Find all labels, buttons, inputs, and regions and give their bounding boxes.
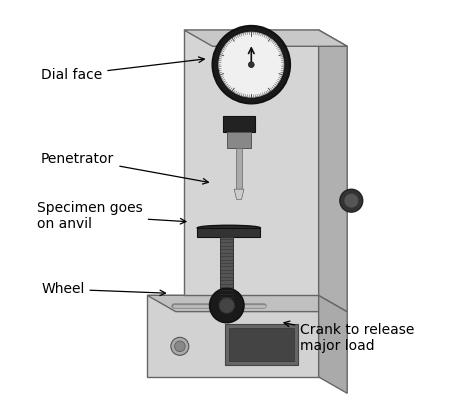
Circle shape (210, 289, 244, 323)
Text: Wheel: Wheel (41, 282, 165, 296)
Polygon shape (319, 296, 347, 393)
Text: Crank to release
major load: Crank to release major load (284, 321, 415, 353)
Circle shape (248, 62, 254, 67)
Bar (227, 132, 251, 148)
Bar (229, 328, 294, 360)
Circle shape (344, 193, 359, 208)
Polygon shape (234, 189, 244, 199)
Bar (147, 296, 319, 377)
Circle shape (340, 189, 363, 212)
Bar (184, 30, 319, 296)
Circle shape (174, 341, 185, 352)
Bar (220, 237, 233, 301)
Bar (197, 228, 261, 237)
Polygon shape (184, 30, 347, 46)
Bar (225, 324, 298, 365)
Polygon shape (319, 30, 347, 312)
Circle shape (219, 32, 284, 97)
Bar (236, 148, 242, 189)
Circle shape (219, 298, 235, 313)
Circle shape (171, 337, 189, 356)
Text: Dial face: Dial face (41, 57, 204, 82)
Ellipse shape (197, 225, 261, 231)
Text: Penetrator: Penetrator (41, 152, 209, 184)
Bar (319, 271, 335, 296)
Bar (223, 115, 255, 132)
Text: Specimen goes
on anvil: Specimen goes on anvil (37, 201, 186, 231)
Circle shape (212, 26, 290, 104)
Polygon shape (147, 296, 347, 312)
